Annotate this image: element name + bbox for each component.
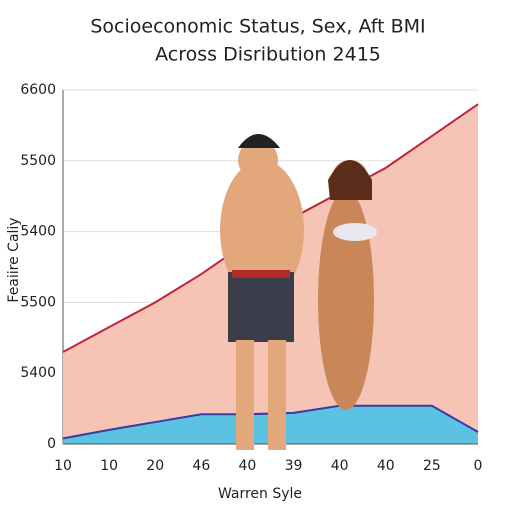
figure-hair (328, 160, 372, 200)
figure-top (333, 223, 377, 241)
figure-leg (236, 340, 254, 450)
x-tick-label: 40 (239, 458, 257, 474)
figure-leg (268, 340, 286, 450)
x-axis-label: Warren Syle (218, 486, 302, 502)
illustration (220, 134, 377, 450)
x-tick-label: 40 (377, 458, 395, 474)
x-tick-label: 0 (474, 458, 483, 474)
figure-torso (220, 160, 304, 300)
x-tick-label: 25 (423, 458, 441, 474)
y-tick-label: 5400 (20, 365, 56, 381)
x-tick-label: 39 (285, 458, 303, 474)
x-tick-label: 46 (192, 458, 210, 474)
y-tick-label: 0 (47, 436, 56, 452)
y-axis-label: Feaiire Caliy (6, 217, 22, 302)
x-tick-label: 10 (54, 458, 72, 474)
figure-waistband (232, 270, 290, 278)
chart-subtitle: Across Disribution 2415 (155, 44, 381, 66)
x-tick-label: 20 (146, 458, 164, 474)
x-tick-label: 40 (331, 458, 349, 474)
y-tick-label: 5500 (20, 153, 56, 169)
figure-body (318, 190, 374, 410)
figure-hair (238, 134, 280, 148)
y-tick-label: 5500 (20, 294, 56, 310)
chart-title: Socioeconomic Status, Sex, Aft BMI (90, 16, 425, 38)
x-tick-label: 10 (100, 458, 118, 474)
figure-head (238, 140, 278, 180)
y-tick-label: 6600 (20, 82, 56, 98)
figure-shorts (228, 272, 294, 342)
y-tick-label: 5400 (20, 224, 56, 240)
